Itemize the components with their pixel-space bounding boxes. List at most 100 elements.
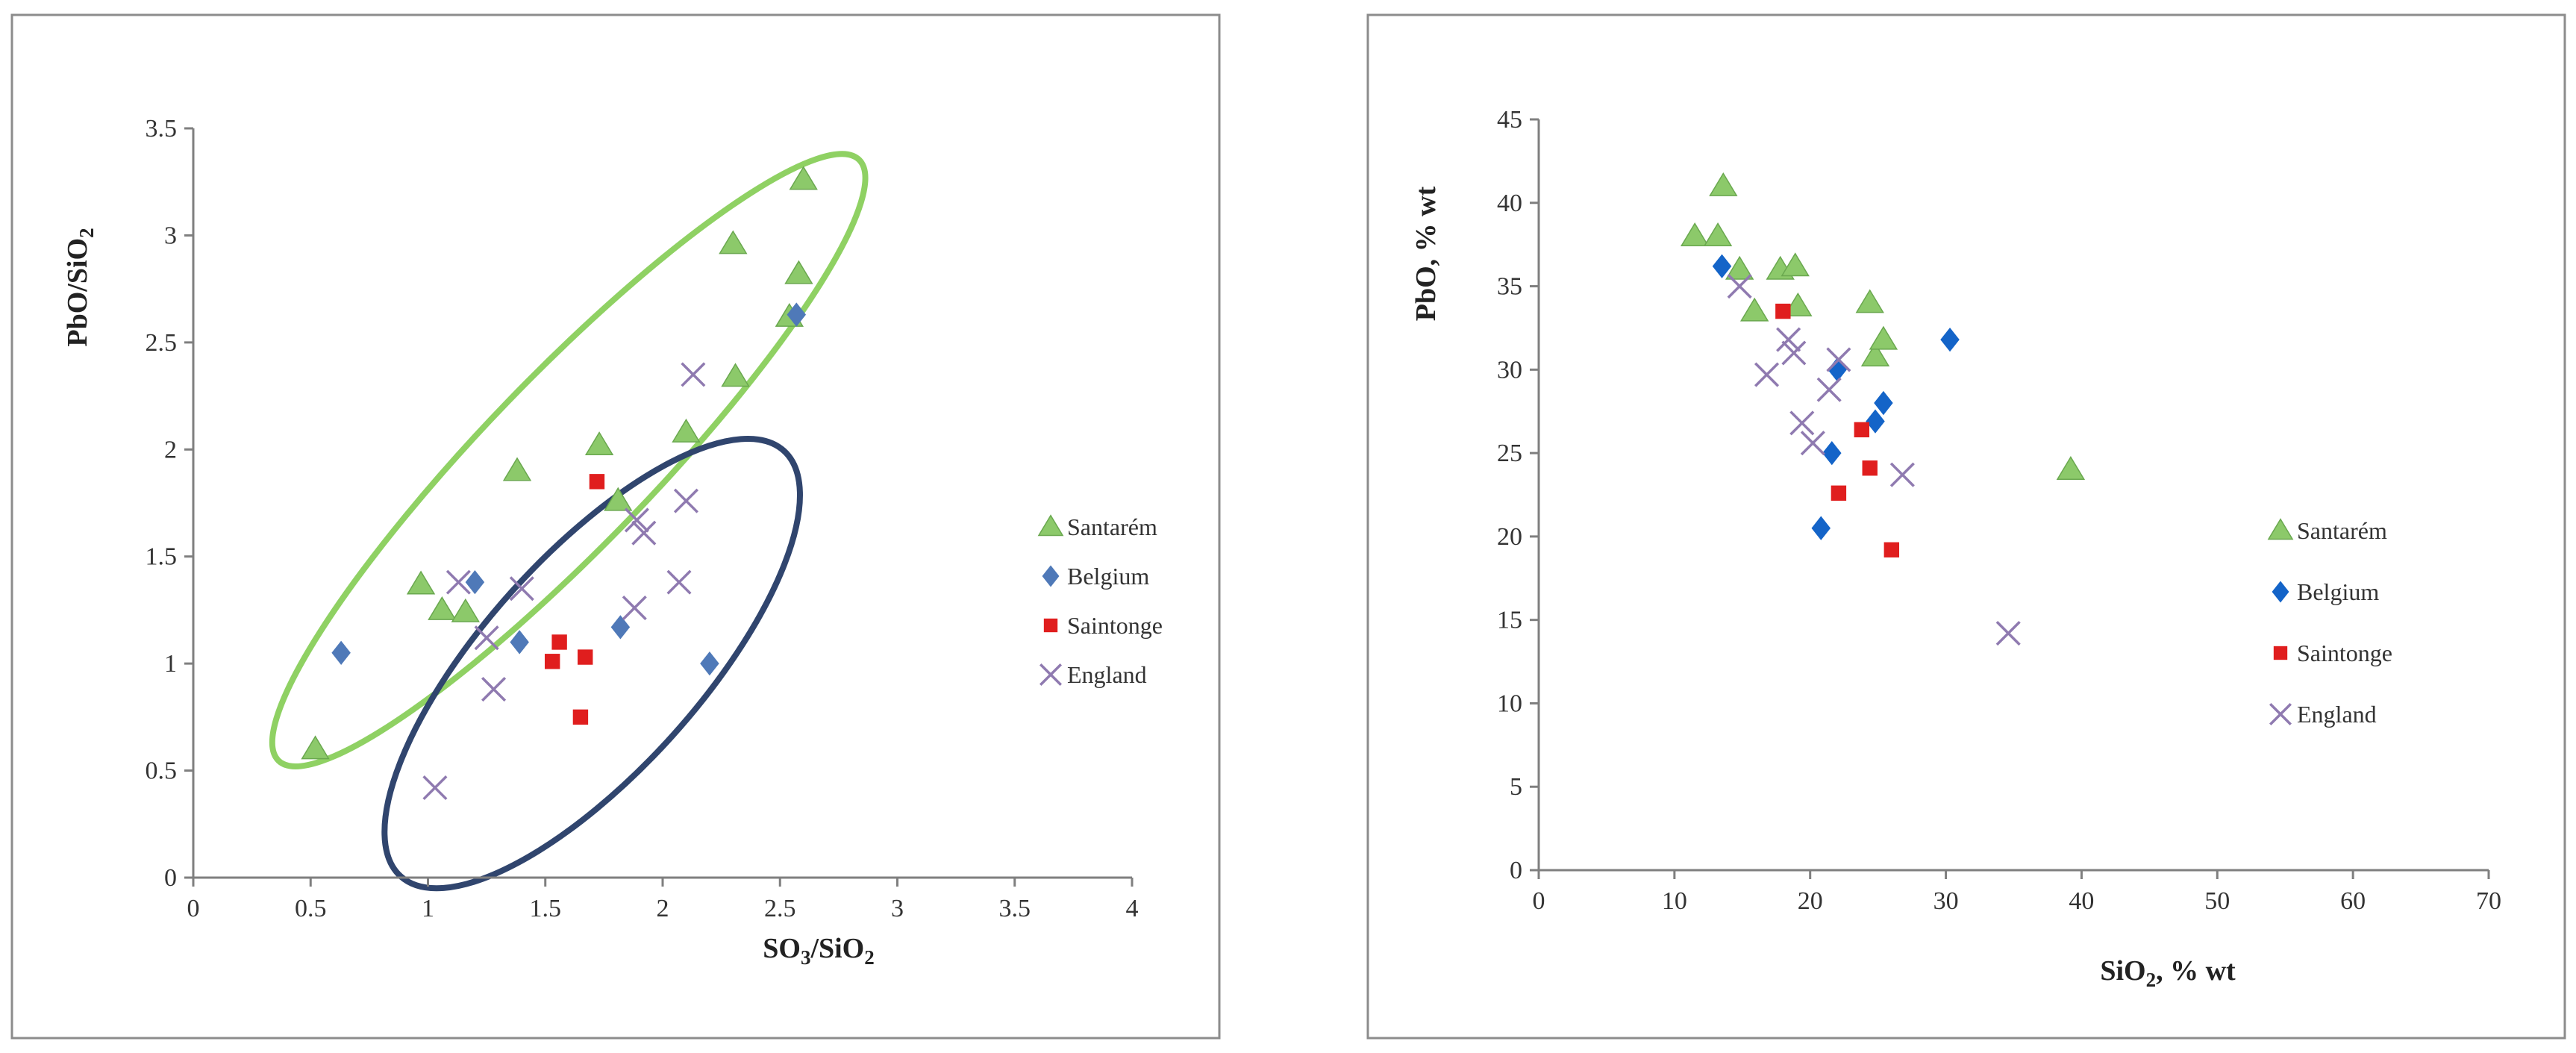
right-legend: Santarém Belgium Saintonge England	[2267, 517, 2392, 728]
right-chart-frame	[1366, 13, 2566, 1040]
left-ellipse-2	[381, 436, 803, 892]
right-y-tick-label: 15	[1497, 607, 1522, 634]
left-point-santar-m	[721, 363, 750, 387]
left-chart-panel: 0 0.5 1 1.5 2 2.5 3 3.5 0 0.5 1 1.5 2 2.5 3 3.5 4 SO3/S…	[10, 13, 1221, 1040]
right-point-belgium	[1874, 390, 1893, 416]
right-point-belgium	[1712, 254, 1732, 278]
left-x-tick-label: 0	[187, 895, 200, 922]
left-point-santar-m	[789, 166, 818, 190]
left-legend-marker-belgium	[1042, 565, 1060, 587]
right-point-england	[1776, 327, 1801, 352]
right-point-santar-m	[1680, 222, 1710, 246]
right-x-tick-label: 70	[2476, 887, 2501, 915]
right-y-tick-label: 5	[1510, 773, 1522, 801]
left-legend: Santarém Belgium Saintonge England	[1037, 513, 1163, 688]
left-point-saintonge	[551, 634, 567, 650]
right-x-tick-label: 60	[2340, 887, 2366, 915]
right-x-tick-label: 30	[1933, 887, 1959, 915]
left-y-tick-label: 1.5	[146, 543, 178, 571]
left-point-saintonge	[589, 474, 605, 490]
left-point-santar-m	[502, 457, 532, 481]
left-legend-label-santar-m: Santarém	[1067, 513, 1157, 540]
left-point-santar-m	[719, 230, 748, 254]
left-point-england	[474, 625, 499, 651]
right-point-santar-m	[1703, 222, 1733, 246]
right-point-england	[1816, 377, 1842, 402]
right-y-tick-label: 20	[1497, 523, 1522, 551]
right-legend-marker-england	[2269, 702, 2292, 726]
left-point-england	[666, 569, 692, 595]
right-y-tick-label: 45	[1497, 106, 1522, 134]
left-point-belgium	[610, 615, 631, 640]
right-data-points	[1680, 172, 2086, 646]
left-point-santar-m	[672, 418, 701, 443]
left-ellipse-1	[269, 151, 869, 769]
left-x-tick-label: 1.5	[530, 895, 562, 922]
left-point-england	[509, 576, 534, 602]
left-legend-marker-saintonge	[1043, 618, 1058, 633]
left-legend-marker-england	[1039, 663, 1063, 687]
right-x-tick-label: 0	[1533, 887, 1545, 915]
left-point-england	[631, 520, 657, 546]
right-point-england	[1754, 362, 1780, 387]
right-x-tick-label: 40	[2069, 887, 2094, 915]
left-point-santar-m	[784, 260, 813, 284]
left-x-tick-label: 0.5	[295, 895, 327, 922]
right-legend-label-saintonge: Saintonge	[2297, 640, 2392, 666]
right-point-england	[1995, 621, 2021, 646]
left-point-belgium	[465, 569, 485, 595]
left-y-tick-label: 3.5	[146, 115, 178, 143]
right-x-tick-label: 50	[2204, 887, 2230, 915]
left-y-ticks: 0 0.5 1 1.5 2 2.5 3 3.5	[146, 115, 193, 892]
right-x-tick-label: 10	[1662, 887, 1687, 915]
right-legend-label-santar-m: Santarém	[2297, 517, 2387, 544]
right-point-santar-m	[1869, 325, 1898, 350]
left-y-tick-label: 0	[164, 864, 177, 892]
left-x-tick-label: 4	[1126, 895, 1139, 922]
right-point-england	[1789, 410, 1815, 436]
right-x-axis-title: SiO2, % wt	[2100, 955, 2236, 991]
left-point-england	[673, 488, 698, 513]
right-point-santar-m	[1739, 297, 1769, 322]
right-point-saintonge	[1831, 485, 1847, 501]
left-legend-label-england: England	[1067, 661, 1147, 688]
right-point-england	[1800, 431, 1825, 456]
right-y-tick-label: 40	[1497, 190, 1522, 217]
left-point-santar-m	[406, 570, 436, 595]
right-legend-marker-belgium	[2272, 581, 2289, 603]
left-point-belgium	[787, 302, 807, 327]
right-point-santar-m	[2056, 456, 2086, 480]
left-point-saintonge	[544, 654, 560, 669]
left-x-tick-label: 2	[657, 895, 669, 922]
left-point-england	[622, 596, 647, 621]
right-point-santar-m	[1855, 289, 1884, 313]
left-point-saintonge	[578, 649, 593, 665]
left-ellipse-annotations	[269, 151, 869, 892]
left-x-tick-label: 3.5	[999, 895, 1031, 922]
right-point-santar-m	[1783, 292, 1813, 316]
right-point-santar-m	[1709, 172, 1738, 196]
right-point-saintonge	[1854, 422, 1870, 438]
right-x-tick-label: 20	[1798, 887, 1823, 915]
right-legend-marker-santar-m	[2267, 518, 2294, 540]
left-point-santar-m	[451, 598, 480, 622]
right-x-ticks: 0 10 20 30 40 50 60 70	[1533, 870, 2501, 915]
right-point-saintonge	[1775, 303, 1791, 319]
left-legend-label-belgium: Belgium	[1067, 563, 1149, 590]
right-point-belgium	[1940, 327, 1960, 352]
left-legend-marker-santar-m	[1037, 514, 1064, 537]
left-point-england	[446, 569, 471, 595]
left-point-belgium	[331, 640, 351, 665]
right-y-tick-label: 25	[1497, 440, 1522, 467]
left-legend-label-saintonge: Saintonge	[1067, 612, 1163, 639]
left-x-tick-label: 2.5	[764, 895, 796, 922]
right-y-axis-title: PbO, % wt	[1410, 186, 1442, 321]
left-data-points	[301, 166, 818, 801]
left-y-tick-label: 1	[164, 650, 177, 678]
left-x-axis-title: SO3/SiO2	[763, 933, 875, 969]
right-point-santar-m	[1781, 252, 1810, 277]
left-point-belgium	[700, 651, 719, 676]
left-y-tick-label: 3	[164, 222, 177, 249]
right-point-saintonge	[1883, 542, 1900, 557]
